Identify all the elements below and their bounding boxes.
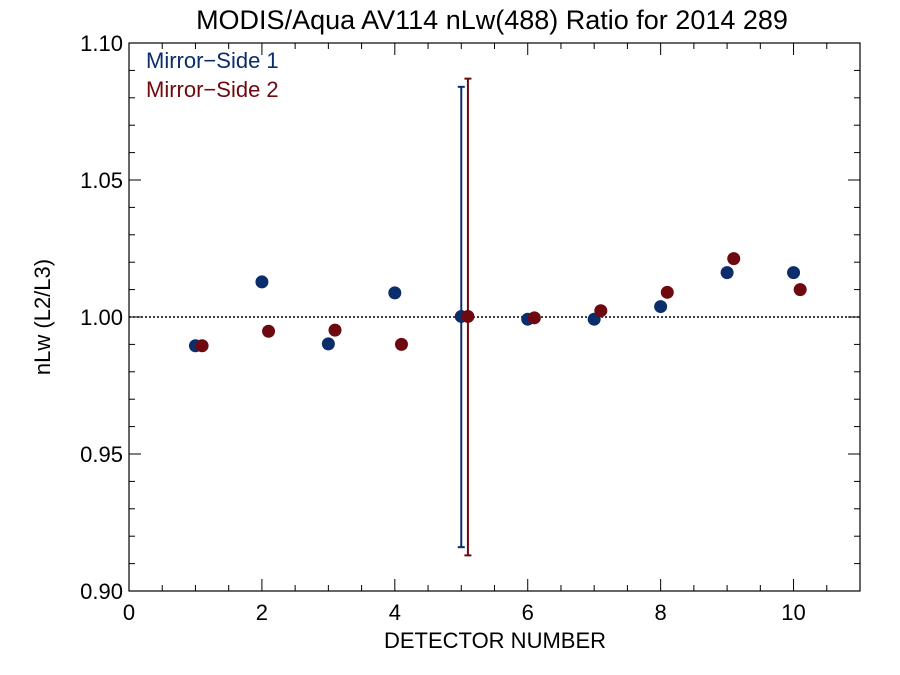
data-point-series-1 — [787, 266, 801, 280]
x-tick-label: 2 — [256, 600, 268, 625]
data-point-series-1 — [388, 286, 402, 300]
data-point-series-2 — [394, 337, 408, 351]
x-tick-label: 6 — [522, 600, 534, 625]
y-tick-label: 1.10 — [80, 31, 123, 56]
data-point-series-2 — [461, 309, 475, 323]
y-tick-label: 0.95 — [80, 442, 123, 467]
data-point-series-1 — [720, 266, 734, 280]
y-axis-label: nLw (L2/L3) — [30, 259, 55, 375]
data-point-series-2 — [594, 304, 608, 318]
data-point-series-2 — [195, 339, 209, 353]
x-axis-label: DETECTOR NUMBER — [384, 628, 606, 653]
data-point-series-2 — [727, 252, 741, 266]
x-tick-label: 4 — [389, 600, 401, 625]
chart-title: MODIS/Aqua AV114 nLw(488) Ratio for 2014… — [196, 5, 788, 35]
data-point-series-1 — [255, 275, 269, 289]
y-tick-label: 1.05 — [80, 168, 123, 193]
legend-mirror-side-2: Mirror−Side 2 — [146, 77, 279, 102]
data-point-series-1 — [654, 300, 668, 314]
data-point-series-2 — [527, 311, 541, 325]
legend-mirror-side-1: Mirror−Side 1 — [146, 48, 279, 73]
data-point-series-2 — [793, 283, 807, 297]
x-tick-label: 10 — [781, 600, 805, 625]
data-point-series-2 — [262, 324, 276, 338]
y-tick-label: 0.90 — [80, 579, 123, 604]
x-tick-label: 0 — [123, 600, 135, 625]
data-point-series-1 — [321, 337, 335, 351]
data-point-series-2 — [328, 323, 342, 337]
y-tick-label: 1.00 — [80, 305, 123, 330]
data-point-series-2 — [660, 285, 674, 299]
x-tick-label: 8 — [655, 600, 667, 625]
